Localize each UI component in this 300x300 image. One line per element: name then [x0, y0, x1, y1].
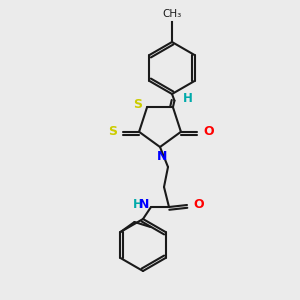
- Text: H: H: [182, 92, 192, 105]
- Text: N: N: [157, 150, 167, 163]
- Text: CH₃: CH₃: [162, 9, 182, 19]
- Text: S: S: [108, 125, 117, 138]
- Text: S: S: [133, 98, 142, 111]
- Text: O: O: [203, 125, 214, 138]
- Text: O: O: [193, 199, 204, 212]
- Text: N: N: [139, 199, 149, 212]
- Text: H: H: [133, 199, 143, 212]
